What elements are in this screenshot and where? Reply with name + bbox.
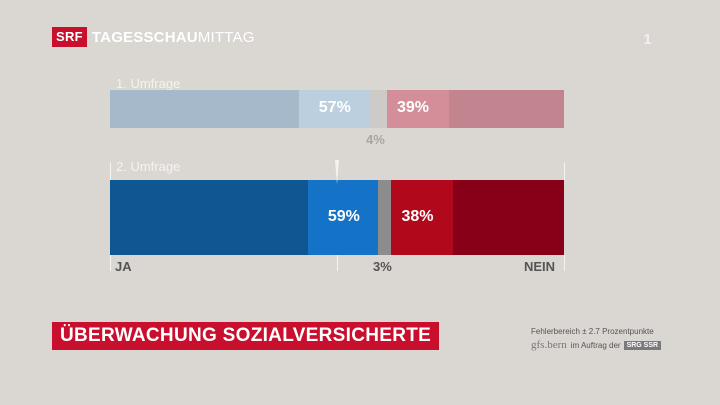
survey-2-undecided-segment [377, 180, 392, 255]
chart-title: ÜBERWACHUNG SOZIALVERSICHERTE [52, 322, 440, 350]
survey-2-yes-label: 59% [327, 207, 360, 225]
survey-2-left-tick [110, 162, 111, 180]
survey-1-yes-light-segment [298, 90, 369, 128]
survey-1-undecided-segment [368, 90, 387, 128]
survey-2-undecided-label: 3% [373, 259, 392, 274]
show-name-bold: TAGESSCHAU [91, 28, 198, 46]
pollster-logo: gfs.bern [531, 339, 567, 351]
survey-2-label: 2. Umfrage [116, 159, 181, 174]
show-name-light: MITTAG [197, 28, 255, 46]
show-name: TAGESSCHAUMITTAG [92, 29, 255, 46]
survey-1-label: 1. Umfrage [116, 76, 181, 91]
commission-text: im Auftrag der [570, 340, 621, 350]
srf-logo: SRF TAGESSCHAUMITTAG [52, 27, 255, 47]
survey-1-no-label: 39% [396, 99, 429, 116]
survey-2-no-dark-segment [453, 180, 564, 255]
survey-2-yes-light-segment [307, 180, 378, 255]
axis-right-label: NEIN [524, 259, 556, 274]
survey-2-bar: 59% 38% [110, 180, 564, 255]
channel-bug-icon: 1 [632, 31, 666, 49]
survey-1-no-dark-segment [448, 90, 564, 128]
survey-1-undecided-label: 4% [366, 132, 385, 147]
survey-2-right-base-tick [564, 255, 565, 271]
survey-2-right-tick [564, 162, 565, 180]
survey-2-yes-dark-segment [110, 180, 308, 255]
srf-brand: SRF [52, 27, 87, 47]
channel-bug-text: 1 [643, 31, 655, 48]
survey-1-yes-dark-segment [110, 90, 299, 128]
midpoint-marker-icon [335, 160, 339, 184]
survey-1-no-light-segment [386, 90, 449, 128]
survey-2-left-base-tick [110, 255, 111, 271]
survey-2-mid-base-tick [337, 255, 338, 271]
survey-1-yes-label: 57% [318, 99, 351, 116]
client-logo: SRG SSR [623, 340, 662, 350]
survey-2-no-light-segment [391, 180, 454, 255]
axis-left-label: JA [115, 259, 132, 274]
error-margin-note: Fehlerbereich ± 2.7 Prozentpunkte [531, 327, 654, 336]
survey-2-no-label: 38% [401, 207, 434, 225]
survey-1-bar: 57% 39% [110, 90, 564, 128]
pollster-credit: gfs.bern im Auftrag der SRG SSR [531, 339, 662, 351]
